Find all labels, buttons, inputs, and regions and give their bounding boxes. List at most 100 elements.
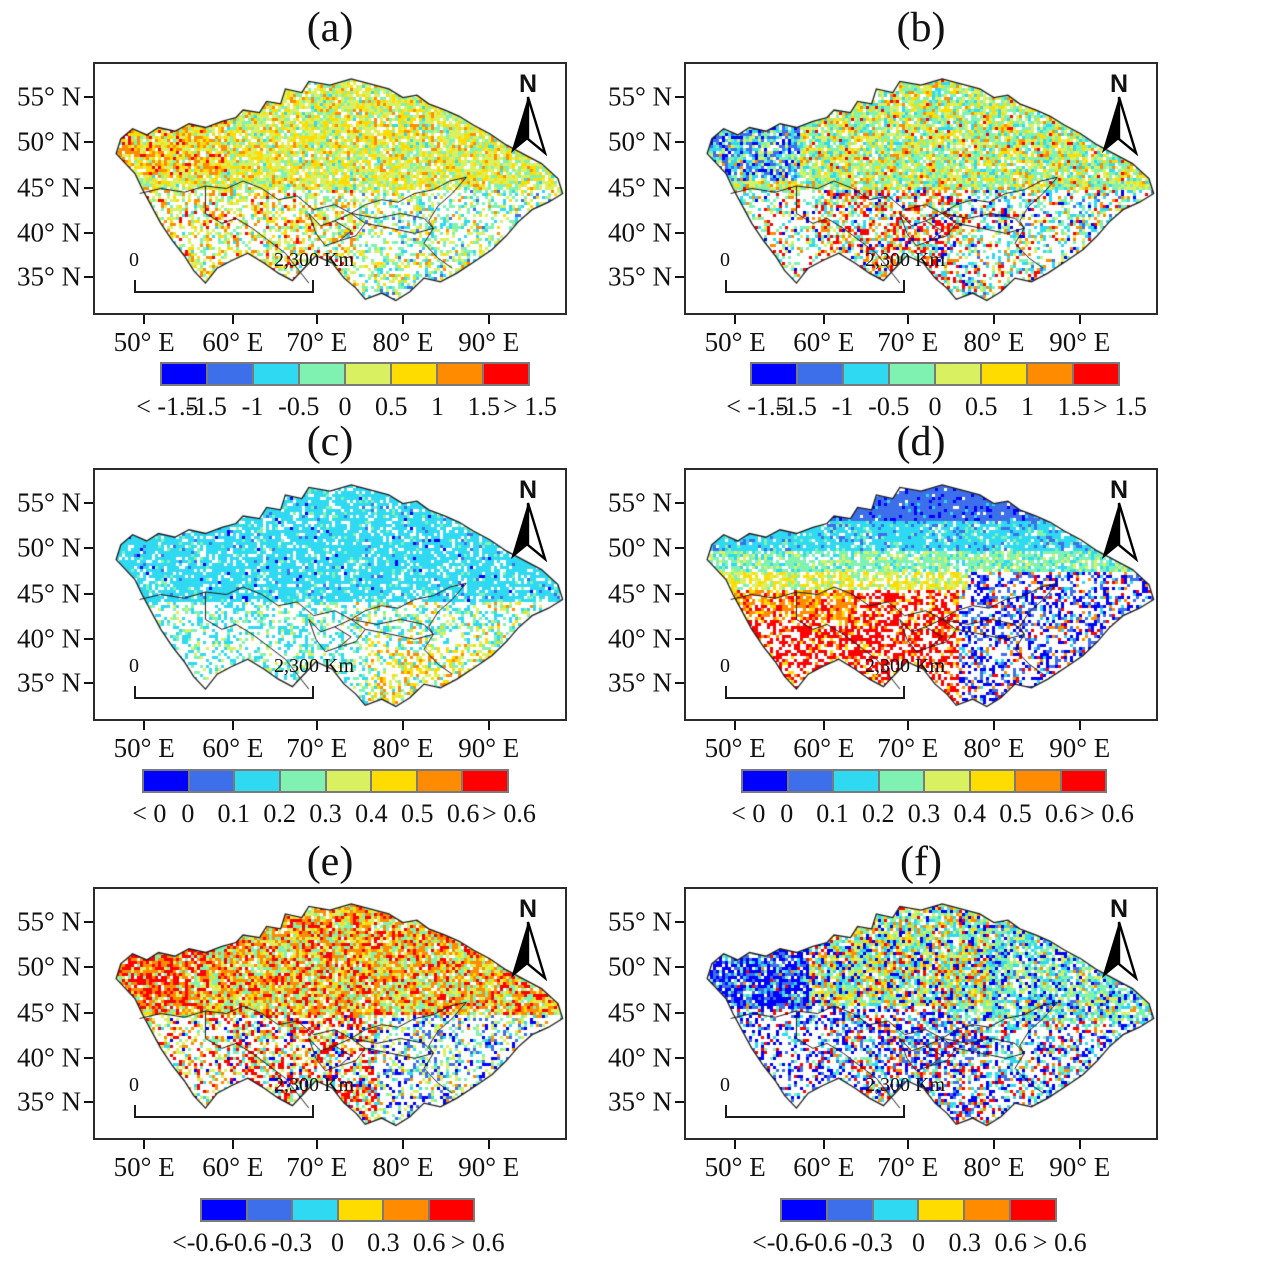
legend-color-cell <box>384 1200 428 1220</box>
legend-color-cell <box>247 1200 291 1220</box>
lat-label-45N: 45° N <box>607 578 672 609</box>
lon-label-80E: 80° E <box>963 733 1025 763</box>
lon-label-70E: 70° E <box>286 733 348 763</box>
legend-color-cell <box>429 1200 473 1220</box>
lat-tick <box>84 95 93 98</box>
lon-label-60E: 60° E <box>793 733 855 763</box>
legend-label: 0.1 <box>816 799 849 828</box>
lat-label-40N: 40° N <box>16 1042 81 1073</box>
lat-tick <box>84 232 93 235</box>
scalebar-zero-label: 0 <box>129 249 139 271</box>
scalebar <box>134 686 314 699</box>
lat-tick <box>675 1101 684 1104</box>
map-panel-b: N 0 2,300 Km <box>684 62 1158 315</box>
map-panel-f: N 0 2,300 Km <box>684 887 1158 1140</box>
north-arrow-icon <box>1102 96 1139 156</box>
scalebar-distance-label: 2,300 Km <box>274 1074 354 1096</box>
lon-label-50E: 50° E <box>704 733 766 763</box>
legend-color-cell <box>752 364 796 384</box>
scalebar-zero-label: 0 <box>720 655 730 677</box>
lat-label-45N: 45° N <box>16 172 81 203</box>
legend-color-cell <box>280 771 325 791</box>
lon-tick <box>822 721 825 730</box>
north-arrow: N <box>1096 478 1142 562</box>
lat-tick <box>675 501 684 504</box>
scalebar-distance-label: 2,300 Km <box>865 249 945 271</box>
legend-labels-c: < 0 0 0.1 0.2 0.3 0.4 0.5 0.6 > 0.6 <box>132 799 536 828</box>
legend-label: -0.6 <box>805 1228 847 1257</box>
north-arrow-label: N <box>1109 70 1129 98</box>
scalebar-distance-label: 2,300 Km <box>274 249 354 271</box>
legend-label: 1.5 <box>1057 392 1091 421</box>
legend-label: > 0.6 <box>1032 1228 1087 1257</box>
legend-label: -0.6 <box>225 1228 267 1257</box>
legend-label: < -1.5 <box>726 392 789 421</box>
lon-label-90E: 90° E <box>1049 1152 1111 1182</box>
lat-tick <box>84 546 93 549</box>
lon-tick <box>734 1140 737 1149</box>
legend-label: 0 <box>181 799 195 828</box>
north-arrow-icon <box>511 921 548 981</box>
legend-color-cell <box>788 771 832 791</box>
lat-label-35N: 35° N <box>16 1086 81 1117</box>
lon-label-70E: 70° E <box>286 327 348 357</box>
north-arrow: N <box>1096 72 1142 156</box>
lon-label-80E: 80° E <box>372 327 434 357</box>
legend-color-cell <box>162 364 206 384</box>
legend-label: 0.4 <box>355 799 388 828</box>
scalebar-distance-label: 2,300 Km <box>865 1074 945 1096</box>
legend-color-cell <box>392 364 436 384</box>
legend-color-cell <box>338 1200 382 1220</box>
lat-tick <box>675 638 684 641</box>
lon-tick <box>315 1140 318 1149</box>
lon-label-80E: 80° E <box>372 1152 434 1182</box>
map-canvas-e <box>95 889 565 1138</box>
lat-label-55N: 55° N <box>607 81 672 112</box>
legend-color-cell <box>936 364 980 384</box>
lon-label-70E: 70° E <box>877 327 939 357</box>
lat-tick <box>84 682 93 685</box>
legend-label: 0 <box>912 1228 925 1257</box>
legend-colorbar-a <box>160 362 530 386</box>
legend-color-cell <box>346 364 390 384</box>
north-arrow: N <box>505 72 551 156</box>
legend-label: 0.6 <box>994 1228 1027 1257</box>
legend-color-cell <box>919 1200 964 1220</box>
scalebar <box>725 280 905 293</box>
legend-label: -0.5 <box>278 392 320 421</box>
lat-label-50N: 50° N <box>16 951 81 982</box>
map-canvas-a <box>95 64 565 313</box>
north-arrow-icon <box>511 502 548 562</box>
panel-title-e: (e) <box>306 839 354 885</box>
lat-tick <box>84 592 93 595</box>
panel-title-d: (d) <box>896 419 946 465</box>
lon-tick <box>315 721 318 730</box>
lat-label-45N: 45° N <box>16 578 81 609</box>
lon-tick <box>822 315 825 324</box>
lon-label-60E: 60° E <box>793 1152 855 1182</box>
legend-color-cell <box>1074 364 1118 384</box>
legend-color-cell <box>144 771 188 791</box>
lat-label-50N: 50° N <box>607 532 672 563</box>
map-canvas-c <box>95 470 565 719</box>
legend-color-cell <box>463 771 507 791</box>
lon-tick <box>1078 721 1081 730</box>
lat-tick <box>84 276 93 279</box>
lon-tick <box>992 1140 995 1149</box>
north-arrow: N <box>505 897 551 981</box>
legend-label: 0 <box>928 392 942 421</box>
legend-color-cell <box>189 771 234 791</box>
legend-colorbar-b <box>750 362 1120 386</box>
legend-label: -1 <box>831 392 854 421</box>
legend-label: 0.3 <box>907 799 941 828</box>
legend-label: <-0.6 <box>172 1228 228 1257</box>
legend-label: < 0 <box>132 799 167 828</box>
scalebar-zero-label: 0 <box>129 1074 139 1096</box>
lon-label-60E: 60° E <box>202 1152 264 1182</box>
lat-label-35N: 35° N <box>607 667 672 698</box>
lon-tick <box>231 315 234 324</box>
lat-label-35N: 35° N <box>16 667 81 698</box>
lat-tick <box>675 592 684 595</box>
lat-label-45N: 45° N <box>607 172 672 203</box>
lat-tick <box>84 920 93 923</box>
